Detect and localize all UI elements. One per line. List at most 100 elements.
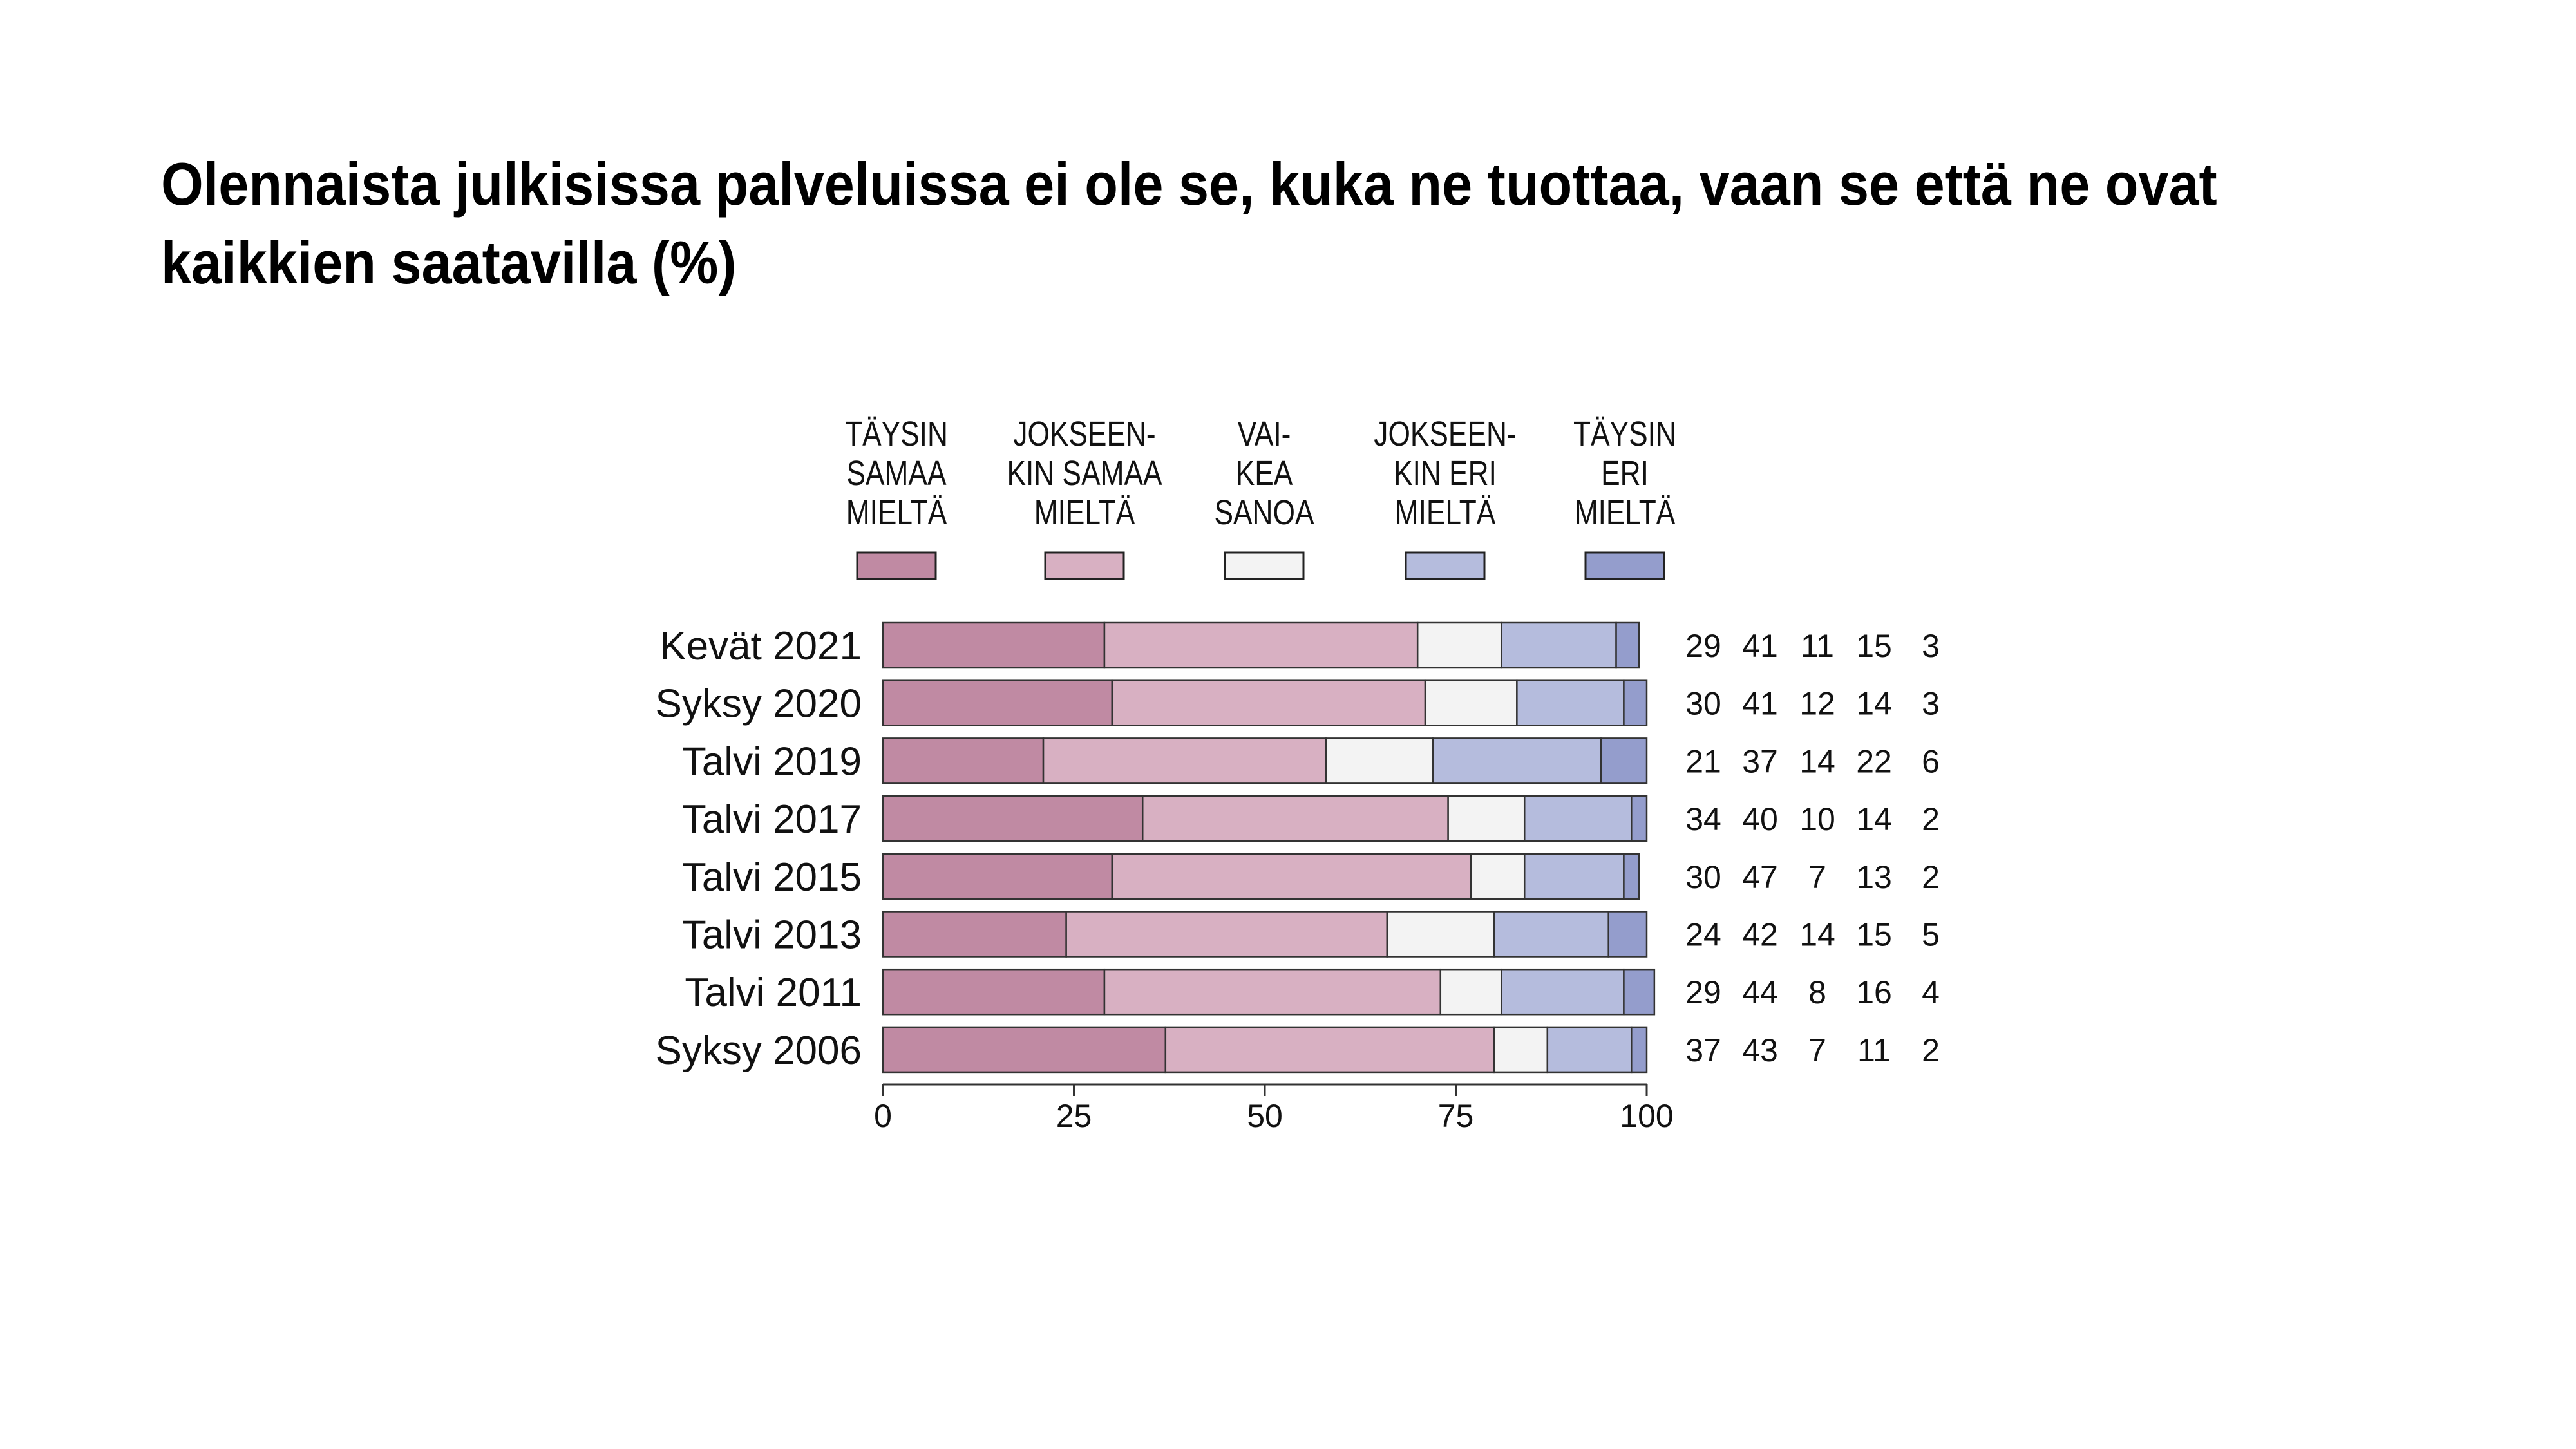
bar-talvi-2019-series-1 [882,737,1045,784]
category-label-syksy-2020: Syksy 2020 [655,682,862,726]
bar-talvi-2015-series-1 [882,853,1113,900]
legend-label-3-line-3: SANOA [1215,493,1314,532]
value-label-talvi-2017-series-3: 10 [1799,801,1835,837]
legend-label-3-line-2: KEA [1236,454,1293,493]
value-label-syksy-2020-series-1: 30 [1685,686,1721,722]
legend-label-2-line-1: JOKSEEN- [1013,415,1155,453]
bar-talvi-2011-series-4 [1501,968,1625,1016]
value-label-talvi-2015-series-1: 30 [1685,859,1721,895]
legend-label-3-line-1: VAI- [1238,415,1291,453]
value-label-talvi-2019-series-4: 22 [1856,743,1892,779]
bar-talvi-2017-series-5 [1631,795,1648,842]
bar-talvi-2015-series-4 [1523,853,1625,900]
bar-talvi-2017-series-1 [882,795,1144,842]
legend-label-2-line-2: KIN SAMAA [1007,454,1162,493]
value-label-talvi-2011-series-3: 8 [1808,974,1826,1010]
value-label-kevat-2021-series-4: 15 [1856,628,1892,664]
bars [882,621,1656,1074]
category-label-talvi-2015: Talvi 2015 [682,855,862,900]
value-label-talvi-2015-series-4: 13 [1856,859,1892,895]
legend-label-2-line-3: MIELTÄ [1034,493,1135,532]
value-label-talvi-2013-series-4: 15 [1856,917,1892,953]
bar-syksy-2020-series-2 [1111,679,1426,726]
bar-talvi-2017-series-4 [1523,795,1633,842]
bar-talvi-2019-series-3 [1325,737,1434,784]
bar-syksy-2020-series-4 [1516,679,1625,726]
value-label-talvi-2019-series-2: 37 [1742,743,1778,779]
legend-label-4-line-1: JOKSEEN- [1374,415,1516,453]
bar-talvi-2017-series-3 [1447,795,1526,842]
category-label-talvi-2019: Talvi 2019 [682,739,862,784]
value-label-talvi-2019-series-3: 14 [1799,743,1835,779]
bar-syksy-2020-series-3 [1424,679,1518,726]
legend-label-1-line-1: TÄYSIN [845,415,948,453]
value-label-talvi-2019-series-1: 21 [1685,743,1721,779]
bar-talvi-2013-series-5 [1607,911,1648,958]
bar-syksy-2020-series-5 [1623,679,1648,726]
value-label-syksy-2006-series-1: 37 [1685,1032,1721,1068]
bar-talvi-2011-series-1 [882,968,1106,1016]
value-label-talvi-2011-series-4: 16 [1856,974,1892,1010]
x-tick-label-25: 25 [1056,1098,1092,1134]
value-label-talvi-2017-series-5: 2 [1922,801,1940,837]
bar-talvi-2015-series-5 [1623,853,1640,900]
value-label-syksy-2006-series-4: 11 [1857,1032,1891,1068]
bar-kevat-2021-series-5 [1615,621,1640,669]
x-tick-label-100: 100 [1620,1098,1673,1134]
value-label-syksy-2020-series-2: 41 [1742,686,1778,722]
bar-talvi-2013-series-4 [1493,911,1609,958]
bar-talvi-2013-series-2 [1065,911,1388,958]
value-label-syksy-2006-series-2: 43 [1742,1032,1778,1068]
legend-swatch-5 [1584,551,1665,580]
bar-talvi-2011-series-5 [1623,968,1656,1016]
value-label-talvi-2011-series-5: 4 [1922,974,1940,1010]
bar-syksy-2006-series-3 [1493,1026,1549,1074]
value-label-talvi-2011-series-1: 29 [1685,974,1721,1010]
value-label-talvi-2015-series-5: 2 [1922,859,1940,895]
legend-swatch-1 [856,551,937,580]
value-label-talvi-2015-series-3: 7 [1808,859,1826,895]
legend-swatch-2 [1044,551,1125,580]
value-label-syksy-2006-series-5: 2 [1922,1032,1940,1068]
bar-talvi-2013-series-3 [1386,911,1495,958]
bar-syksy-2006-series-2 [1164,1026,1495,1074]
value-label-syksy-2006-series-3: 7 [1808,1032,1826,1068]
category-label-kevat-2021: Kevät 2021 [659,624,862,668]
value-label-talvi-2017-series-1: 34 [1685,801,1721,837]
value-label-kevat-2021-series-1: 29 [1685,628,1721,664]
category-label-syksy-2006: Syksy 2006 [655,1028,862,1073]
value-label-talvi-2019-series-5: 6 [1922,743,1940,779]
bar-talvi-2015-series-2 [1111,853,1472,900]
legend-label-4-line-2: KIN ERI [1394,454,1497,493]
value-label-talvi-2013-series-2: 42 [1742,917,1778,953]
x-tick-label-0: 0 [874,1098,892,1134]
x-tick-label-75: 75 [1438,1098,1474,1134]
bar-kevat-2021-series-3 [1416,621,1502,669]
value-label-talvi-2013-series-3: 14 [1799,917,1835,953]
value-label-talvi-2011-series-2: 44 [1742,974,1778,1010]
bar-talvi-2019-series-4 [1432,737,1602,784]
value-label-talvi-2015-series-2: 47 [1742,859,1778,895]
value-label-kevat-2021-series-2: 41 [1742,628,1778,664]
value-label-talvi-2017-series-2: 40 [1742,801,1778,837]
bar-syksy-2006-series-1 [882,1026,1167,1074]
x-axis: 0 25 50 75 100 [874,1083,1674,1134]
bar-syksy-2006-series-5 [1631,1026,1648,1074]
chart-title: Olennaista julkisissa palveluissa ei ole… [161,150,2217,296]
legend-label-4-line-3: MIELTÄ [1395,493,1496,532]
value-label-kevat-2021-series-3: 11 [1801,628,1834,664]
category-label-talvi-2013: Talvi 2013 [682,913,862,958]
x-tick-label-50: 50 [1247,1098,1283,1134]
legend-label-5-line-3: MIELTÄ [1575,493,1676,532]
bar-talvi-2013-series-1 [882,911,1067,958]
value-label-talvi-2017-series-4: 14 [1856,801,1892,837]
value-labels: 29 41 11 15 330 41 12 14 321 37 14 22 634 40 10 14 230 47… [1685,628,1940,1068]
bar-kevat-2021-series-4 [1501,621,1617,669]
legend-label-5-line-2: ERI [1601,454,1649,493]
bar-talvi-2019-series-2 [1042,737,1327,784]
value-label-syksy-2020-series-4: 14 [1856,686,1892,722]
bar-talvi-2015-series-3 [1470,853,1526,900]
bar-talvi-2017-series-2 [1141,795,1449,842]
bar-kevat-2021-series-2 [1103,621,1419,669]
